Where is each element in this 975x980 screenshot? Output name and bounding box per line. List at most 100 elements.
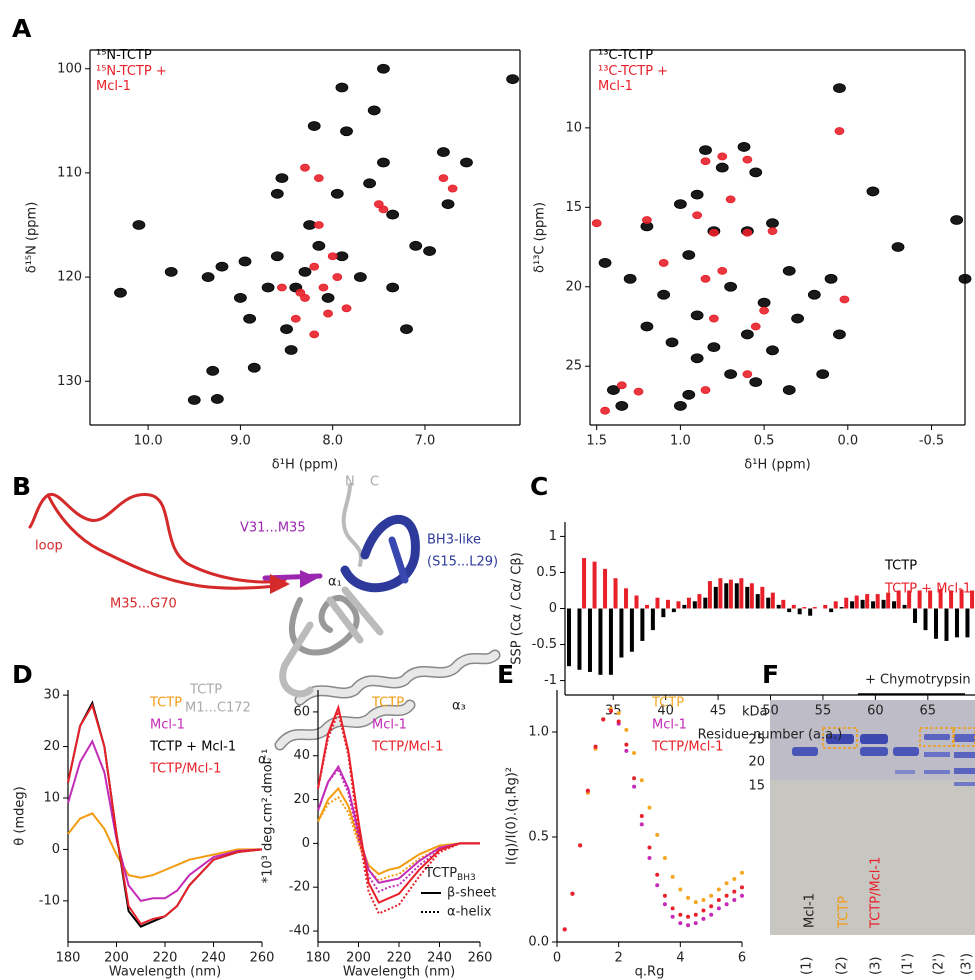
saxs-point (724, 881, 729, 886)
peak (742, 155, 753, 164)
bar (844, 597, 849, 609)
peak (740, 329, 754, 340)
peak (866, 186, 880, 197)
peak (332, 273, 343, 281)
peak (749, 377, 763, 387)
peak (791, 313, 804, 324)
peak (757, 297, 771, 308)
peak (318, 283, 329, 292)
bar (823, 604, 828, 609)
x-tick-label: 7.0 (415, 434, 436, 449)
legend-entry: TCTP (651, 696, 684, 711)
lane-label: (1') (901, 953, 916, 975)
style-legend-label: β-sheet (447, 886, 496, 901)
x-tick-label: 40 (657, 704, 674, 719)
bar (644, 604, 649, 609)
peak (834, 127, 845, 135)
bar (860, 599, 865, 609)
peak (300, 294, 310, 302)
bar (603, 568, 608, 609)
peak (816, 369, 830, 380)
bar (781, 599, 786, 609)
peak (295, 288, 306, 297)
saxs-point (701, 908, 706, 913)
peak (699, 145, 712, 156)
structure-label: α₃ (452, 699, 466, 714)
peak (206, 365, 220, 376)
x-tick-label: 240 (427, 951, 452, 966)
peak (766, 345, 779, 356)
x-tick-label: -0.5 (919, 434, 944, 449)
bar (970, 590, 975, 609)
x-tick-label: 1.0 (670, 434, 691, 449)
bar (577, 608, 582, 670)
panel-letter: C (530, 472, 548, 501)
x-tick-label: 180 (306, 951, 331, 966)
bar (854, 595, 859, 609)
structure-label: M1...C172 (185, 701, 251, 716)
saxs-point (639, 822, 644, 827)
bar (582, 558, 587, 609)
gel-sample: TCTP/Mcl-1 (869, 857, 884, 929)
style-legend-title-main: TCTP (424, 866, 457, 881)
peak (724, 369, 738, 380)
saxs-point (693, 912, 698, 917)
x-tick-label: 200 (346, 951, 371, 966)
peak (238, 256, 252, 267)
peak (335, 82, 349, 93)
peak (598, 258, 612, 268)
bar (917, 590, 922, 609)
bar (881, 599, 886, 609)
peak (441, 199, 455, 210)
peak (506, 74, 520, 85)
legend-entry: Mcl-1 (372, 718, 407, 733)
bar (755, 594, 760, 609)
saxs-point (740, 885, 744, 890)
peak (270, 188, 284, 199)
structure-label: N (345, 475, 355, 490)
bar (592, 561, 597, 609)
y-axis-label: *10³ deg.cm².dmol⁻¹ (261, 749, 276, 884)
peak (309, 262, 320, 271)
y-tick-label: 130 (57, 374, 82, 389)
peak (749, 167, 763, 178)
peak (824, 273, 838, 284)
peak (298, 266, 312, 277)
saxs-point (624, 727, 629, 732)
saxs-point (724, 893, 729, 898)
bar (913, 608, 918, 623)
lane-label: (3) (869, 957, 884, 975)
peak (640, 321, 654, 332)
bar (812, 607, 817, 609)
peak (690, 310, 704, 321)
legend-entry: TCTP (371, 696, 404, 711)
x-tick-label: 65 (920, 704, 937, 719)
x-tick-label: 240 (201, 951, 226, 966)
peak (658, 259, 669, 267)
bar (896, 590, 901, 609)
peak (247, 362, 261, 373)
peak (300, 163, 310, 172)
style-legend-title: TCTPBH3 (424, 866, 476, 883)
bar (566, 608, 571, 667)
peak (386, 282, 400, 293)
x-axis-label: δ¹H (ppm) (272, 458, 338, 473)
y-axis-label: SSP (Cα / Cα/ Cβ) (510, 552, 525, 664)
saxs-point (670, 906, 675, 911)
saxs-point (647, 845, 652, 850)
bar (692, 601, 697, 609)
saxs-point (632, 776, 637, 781)
peak (341, 304, 352, 313)
saxs-point (608, 709, 613, 713)
saxs-point (686, 923, 691, 928)
peak (423, 246, 436, 256)
legend-entry: TCTP/Mcl-1 (371, 740, 443, 755)
peak (657, 289, 671, 300)
peak (700, 274, 711, 283)
bar (650, 608, 655, 631)
x-tick-label: 0.0 (837, 434, 858, 449)
bar (808, 608, 813, 616)
saxs-point (639, 778, 644, 783)
saxs-point (686, 914, 691, 919)
